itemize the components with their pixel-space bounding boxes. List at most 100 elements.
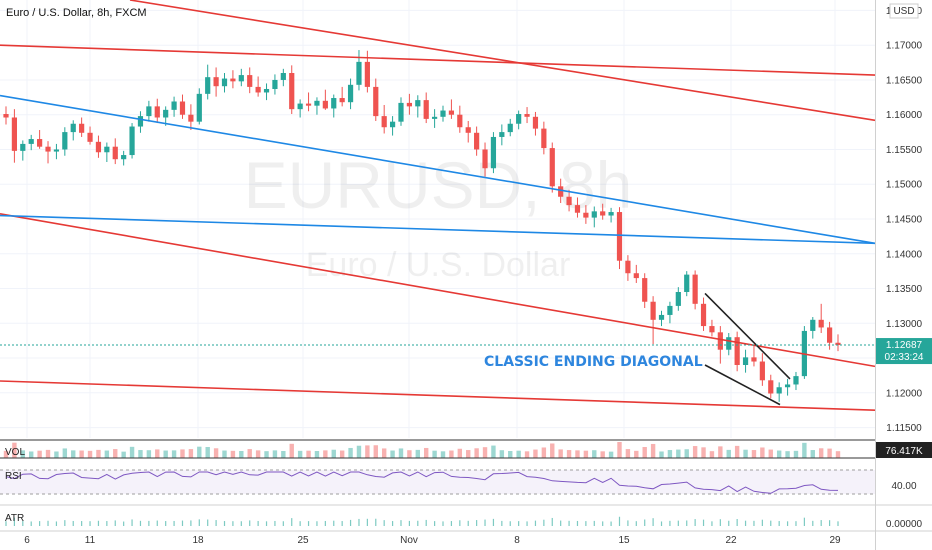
candle-body [163, 109, 169, 118]
atr-bar [459, 520, 461, 526]
atr-bar [181, 520, 184, 526]
time-tick-label: Nov [400, 535, 418, 546]
candle-body [238, 75, 244, 82]
candle-body [776, 387, 782, 394]
candle-body [650, 301, 656, 320]
volume-bar [676, 449, 681, 458]
volume-label: VOL [5, 447, 25, 458]
volume-bar [79, 450, 84, 458]
volume-bar [54, 451, 59, 458]
volume-bar [558, 449, 563, 458]
current-price-value: 1.12687 [886, 340, 923, 351]
volume-bar [810, 450, 815, 458]
atr-bar [215, 520, 217, 526]
candle-body [709, 326, 715, 333]
atr-bar [72, 520, 74, 526]
atr-bar [391, 521, 394, 526]
atr-bar [341, 521, 343, 526]
candle-body [205, 77, 211, 94]
volume-bar [508, 451, 513, 458]
atr-bars [5, 516, 839, 526]
time-axis[interactable]: 6 11 18 25 Nov 8 15 22 29 [24, 535, 841, 546]
trendline[interactable] [0, 212, 876, 368]
atr-bar [778, 521, 780, 526]
candle-body [364, 61, 370, 87]
volume-bar [827, 448, 832, 458]
trendline[interactable] [0, 44, 876, 76]
trendline[interactable] [129, 0, 876, 122]
current-price-tag [876, 338, 932, 365]
volume-bar [230, 450, 236, 458]
atr-bar [333, 520, 335, 526]
volume-bar [373, 445, 378, 458]
time-tick-label: 11 [85, 535, 96, 546]
candle-body [289, 73, 295, 110]
volume-bar [323, 450, 328, 458]
volume-bar [600, 451, 605, 458]
atr-bar [207, 519, 209, 526]
trendline[interactable] [704, 364, 781, 406]
atr-bar [5, 521, 7, 526]
atr-bar [299, 521, 301, 526]
trendlines[interactable] [0, 0, 876, 411]
trendline[interactable] [0, 380, 876, 411]
trendline[interactable] [704, 292, 791, 380]
candle-body [608, 212, 614, 216]
volume-bar [306, 450, 311, 458]
candle-body [457, 114, 463, 128]
candle-body [339, 98, 345, 103]
rsi-line [5, 471, 839, 494]
volume-bar [87, 450, 93, 458]
candle-body [566, 196, 572, 206]
volume-bar [760, 447, 765, 458]
volume-bar [20, 450, 26, 458]
atr-bar [349, 519, 352, 526]
candle-body [28, 139, 34, 144]
atr-bar [711, 521, 713, 526]
time-tick-label: 15 [618, 535, 630, 546]
price-tick-label: 1.13000 [886, 319, 923, 330]
candle-body [121, 155, 127, 160]
atr-bar [476, 520, 478, 526]
price-axis[interactable]: 1.175001.170001.165001.160001.155001.150… [886, 6, 923, 434]
candle-body [305, 103, 312, 106]
atr-bar [492, 518, 495, 526]
trendline[interactable] [0, 214, 876, 245]
volume-bar [592, 450, 597, 458]
candle-body [331, 98, 337, 109]
atr-bar [719, 519, 721, 526]
candle-body [154, 106, 160, 118]
atr-bar [97, 520, 100, 526]
candle-body [524, 114, 530, 117]
atr-bar [123, 521, 125, 526]
rsi-tick: 40.00 [891, 481, 916, 492]
volume-bar [625, 449, 631, 458]
price-tick-label: 1.13500 [886, 284, 923, 295]
atr-bar [400, 520, 402, 526]
candle-body [532, 116, 539, 129]
volume-bar [356, 445, 362, 458]
candle-body [381, 116, 387, 128]
volume-bar [684, 449, 689, 458]
candle-body [263, 88, 270, 93]
price-tick-label: 1.11500 [886, 423, 922, 434]
atr-bar [728, 520, 730, 526]
atr-bar [669, 520, 671, 526]
chart-header: Euro / U.S. Dollar, 8h, FXCM [6, 7, 147, 19]
atr-bar [425, 519, 427, 526]
volume-bar [474, 448, 479, 458]
volume-bar [37, 450, 42, 458]
volume-bar [71, 450, 76, 458]
volume-bar [264, 451, 269, 458]
candle-body [600, 211, 606, 216]
volume-bar [29, 451, 34, 458]
atr-bar [560, 520, 562, 526]
volume-bar [146, 450, 152, 458]
atr-bar [282, 521, 284, 526]
atr-bar [450, 521, 453, 526]
price-tick-label: 1.12000 [886, 388, 923, 399]
candle-body [37, 139, 43, 147]
trendline[interactable] [0, 94, 876, 245]
candle-body [633, 273, 639, 279]
